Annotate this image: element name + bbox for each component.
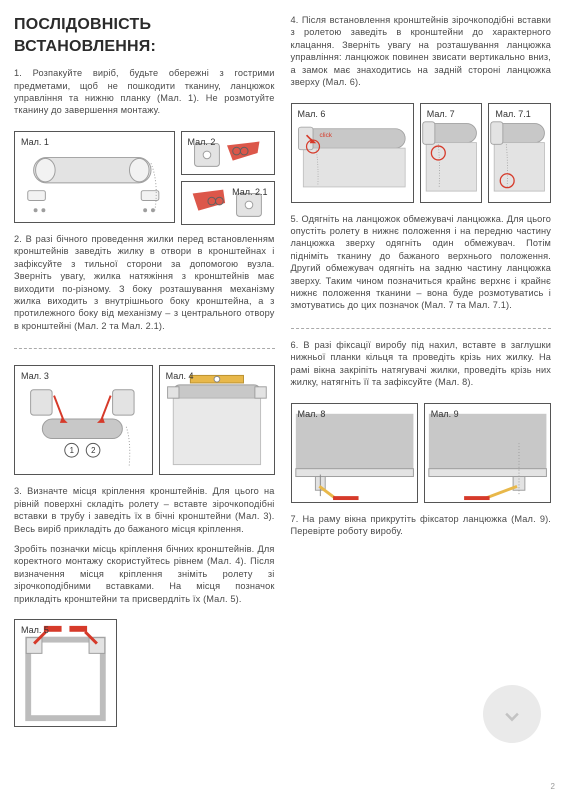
figure-caption: Мал. 1 (21, 136, 49, 148)
figure-3: Мал. 3 1 2 (14, 365, 153, 475)
figure-7-1: Мал. 7.1 (488, 103, 551, 203)
watermark-icon (483, 685, 541, 743)
right-column: 4. Після встановлення кронштейнів зірочк… (291, 14, 552, 785)
paragraph-6: 6. В разі фіксації виробу під нахил, вст… (291, 339, 552, 389)
paragraph-2: 2. В разі бічного проведення жилки перед… (14, 233, 275, 332)
figure-8: Мал. 8 (291, 403, 418, 503)
figure-7: Мал. 7 (420, 103, 483, 203)
figure-1: Мал. 1 (14, 131, 175, 223)
paragraph-3b: Зробіть позначки місць кріплення бічних … (14, 543, 275, 605)
svg-text:click: click (319, 131, 332, 138)
figure-row-3: Мал. 5 (14, 619, 275, 727)
figure-caption: Мал. 8 (298, 408, 326, 420)
figure-row-5: Мал. 8 Мал. 9 (291, 403, 552, 503)
svg-text:2: 2 (91, 446, 95, 455)
divider (291, 328, 552, 329)
divider (14, 348, 275, 349)
paragraph-7: 7. На раму вікна прикрутіть фіксатор лан… (291, 513, 552, 538)
figure-4-svg (160, 366, 274, 474)
figure-9: Мал. 9 (424, 403, 551, 503)
figure-3-svg: 1 2 (15, 366, 152, 474)
paragraph-3a: 3. Визначте місця кріплення кронштейнів.… (14, 485, 275, 535)
svg-text:1: 1 (70, 446, 74, 455)
left-column: ПОСЛІДОВНІСТЬ ВСТАНОВЛЕННЯ: 1. Розпакуйт… (14, 14, 275, 785)
figure-row-2: Мал. 3 1 2 Мал. 4 (14, 365, 275, 475)
figure-2: Мал. 2 (181, 131, 275, 175)
spacer (123, 619, 275, 727)
page-title: ПОСЛІДОВНІСТЬ ВСТАНОВЛЕННЯ: (14, 14, 275, 57)
figure-caption: Мал. 2.1 (232, 186, 267, 198)
figure-caption: Мал. 7 (427, 108, 455, 120)
figure-caption: Мал. 9 (431, 408, 459, 420)
paragraph-4: 4. Після встановлення кронштейнів зірочк… (291, 14, 552, 89)
figure-caption: Мал. 2 (188, 136, 216, 148)
figure-caption: Мал. 4 (166, 370, 194, 382)
figure-row-4: Мал. 6 click Мал. 7 (291, 103, 552, 203)
figure-4: Мал. 4 (159, 365, 275, 475)
figure-caption: Мал. 5 (21, 624, 49, 636)
figure-6: Мал. 6 click (291, 103, 414, 203)
paragraph-5: 5. Одягніть на ланцюжок обмежувачі ланцю… (291, 213, 552, 312)
figure-caption: Мал. 3 (21, 370, 49, 382)
figure-col-2: Мал. 2 Мал. 2.1 (181, 131, 275, 223)
figure-caption: Мал. 6 (298, 108, 326, 120)
figure-2-1: Мал. 2.1 (181, 181, 275, 225)
page-number: 2 (551, 782, 555, 793)
figure-5: Мал. 5 (14, 619, 117, 727)
figure-caption: Мал. 7.1 (495, 108, 530, 120)
figure-row-1: Мал. 1 Мал. 2 (14, 131, 275, 223)
page: ПОСЛІДОВНІСТЬ ВСТАНОВЛЕННЯ: 1. Розпакуйт… (0, 0, 565, 799)
paragraph-1: 1. Розпакуйте виріб, будьте обережні з г… (14, 67, 275, 117)
